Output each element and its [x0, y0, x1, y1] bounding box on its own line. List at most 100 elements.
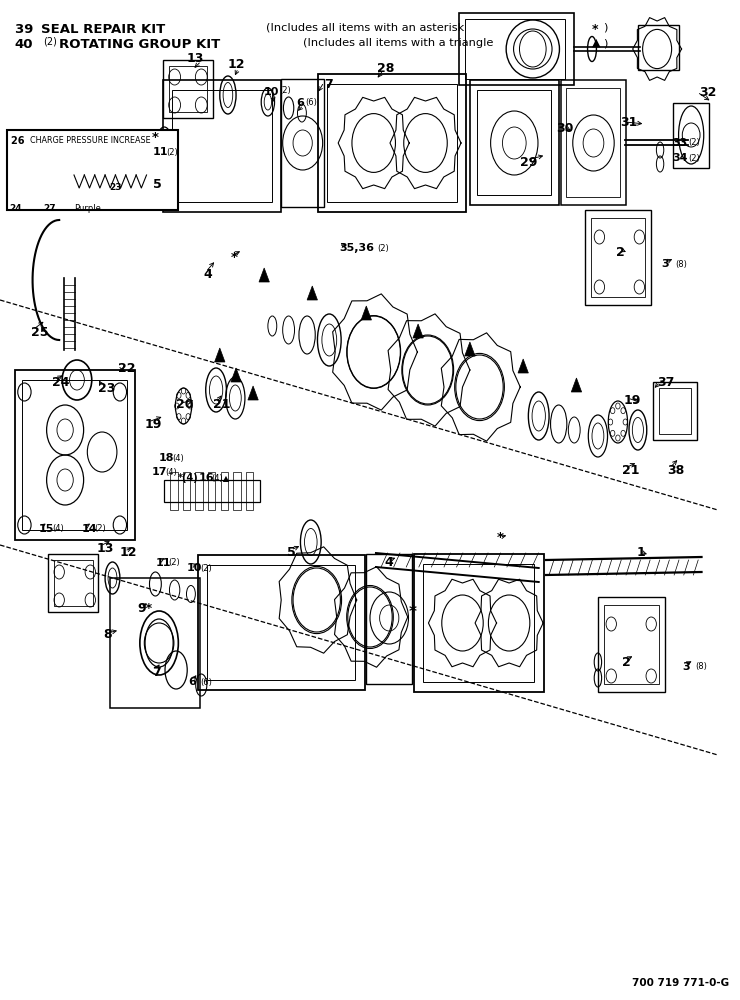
Text: 37: 37 — [657, 375, 674, 388]
Text: 4: 4 — [204, 267, 212, 280]
Polygon shape — [361, 306, 371, 320]
Bar — [208, 472, 215, 510]
Bar — [163, 80, 281, 212]
Text: (2): (2) — [377, 243, 389, 252]
Bar — [110, 578, 200, 708]
Text: (2): (2) — [688, 153, 700, 162]
Text: 15: 15 — [38, 524, 54, 534]
Text: 29: 29 — [520, 155, 537, 168]
Text: 1: 1 — [636, 546, 645, 560]
Text: (Includes all items with a triangle: (Includes all items with a triangle — [303, 38, 494, 48]
Text: ): ) — [603, 38, 608, 48]
Bar — [598, 597, 665, 692]
Text: 28: 28 — [377, 62, 394, 75]
Bar — [470, 80, 559, 205]
Text: 11: 11 — [153, 147, 169, 157]
Text: 20: 20 — [176, 397, 194, 410]
Text: 25: 25 — [31, 326, 49, 338]
Text: 13: 13 — [96, 542, 113, 554]
Bar — [653, 382, 697, 440]
Bar — [22, 380, 127, 530]
Text: 23: 23 — [98, 381, 115, 394]
Text: 21: 21 — [213, 397, 231, 410]
Text: 13: 13 — [186, 51, 204, 64]
Text: 32: 32 — [699, 86, 716, 99]
Text: (2): (2) — [43, 36, 57, 46]
Text: 7: 7 — [152, 666, 161, 678]
Text: 9*: 9* — [137, 601, 152, 614]
Text: 14: 14 — [81, 524, 97, 534]
Text: ▲: ▲ — [592, 38, 600, 48]
Polygon shape — [259, 268, 269, 282]
Polygon shape — [248, 386, 258, 400]
Bar — [366, 554, 412, 684]
Bar — [164, 480, 260, 502]
Text: 27: 27 — [43, 204, 56, 213]
Bar — [183, 472, 190, 510]
Text: 700 719 771-0-G: 700 719 771-0-G — [632, 978, 729, 988]
Text: (4): (4) — [165, 468, 177, 477]
Bar — [221, 472, 228, 510]
Text: 35,36: 35,36 — [339, 243, 374, 253]
Text: (6): (6) — [305, 99, 317, 107]
Text: (2): (2) — [95, 524, 107, 534]
Bar — [163, 60, 213, 118]
Text: 4: 4 — [385, 556, 394, 568]
Polygon shape — [231, 368, 241, 382]
Bar — [673, 103, 709, 168]
Text: (4): (4) — [52, 524, 64, 534]
Text: 30: 30 — [556, 121, 574, 134]
Text: 2: 2 — [622, 656, 630, 668]
Bar — [170, 472, 178, 510]
Text: 3: 3 — [682, 662, 690, 672]
Text: Purple: Purple — [74, 204, 101, 213]
Text: (6): (6) — [200, 678, 212, 686]
Bar — [477, 90, 551, 195]
Text: (Includes all items with an asterisk: (Includes all items with an asterisk — [266, 23, 465, 33]
Polygon shape — [307, 286, 317, 300]
Text: 6: 6 — [189, 677, 197, 687]
Text: 10: 10 — [186, 563, 202, 573]
Text: *(4): *(4) — [178, 473, 198, 483]
Bar — [561, 80, 626, 205]
Text: 3: 3 — [661, 259, 668, 269]
Text: 8: 8 — [104, 629, 112, 642]
Text: 2: 2 — [616, 245, 625, 258]
Bar — [10, 160, 16, 200]
Bar — [195, 472, 203, 510]
Bar — [48, 554, 98, 612]
Text: *: * — [497, 530, 504, 544]
Text: 26: 26 — [11, 136, 28, 146]
Text: 39: 39 — [15, 23, 38, 36]
Bar — [281, 79, 324, 207]
Bar — [591, 218, 645, 297]
Text: 24: 24 — [10, 204, 22, 213]
Text: 16: 16 — [198, 473, 214, 483]
Bar — [459, 13, 574, 85]
Text: 12: 12 — [228, 58, 246, 72]
Text: (2): (2) — [280, 86, 292, 95]
Text: *: * — [409, 604, 417, 619]
Text: (4): (4) — [172, 454, 184, 462]
Text: 19: 19 — [144, 418, 161, 430]
Text: *: * — [231, 251, 238, 264]
Text: 17: 17 — [152, 467, 167, 477]
Text: ): ) — [603, 23, 608, 33]
Text: 33: 33 — [672, 138, 687, 148]
Bar — [7, 130, 178, 210]
Polygon shape — [571, 378, 582, 392]
Polygon shape — [413, 324, 423, 338]
Polygon shape — [215, 348, 225, 362]
Text: 12: 12 — [120, 546, 138, 560]
Bar — [414, 554, 544, 692]
Bar — [169, 66, 207, 112]
Text: 24: 24 — [52, 375, 70, 388]
Bar — [10, 164, 27, 194]
Text: 21: 21 — [622, 464, 639, 477]
Text: 10: 10 — [264, 87, 280, 97]
Bar — [246, 472, 253, 510]
Text: CHARGE PRESSURE INCREASE: CHARGE PRESSURE INCREASE — [30, 136, 150, 145]
Text: 7: 7 — [324, 78, 333, 91]
Bar — [327, 84, 457, 202]
Text: 6: 6 — [296, 98, 304, 108]
